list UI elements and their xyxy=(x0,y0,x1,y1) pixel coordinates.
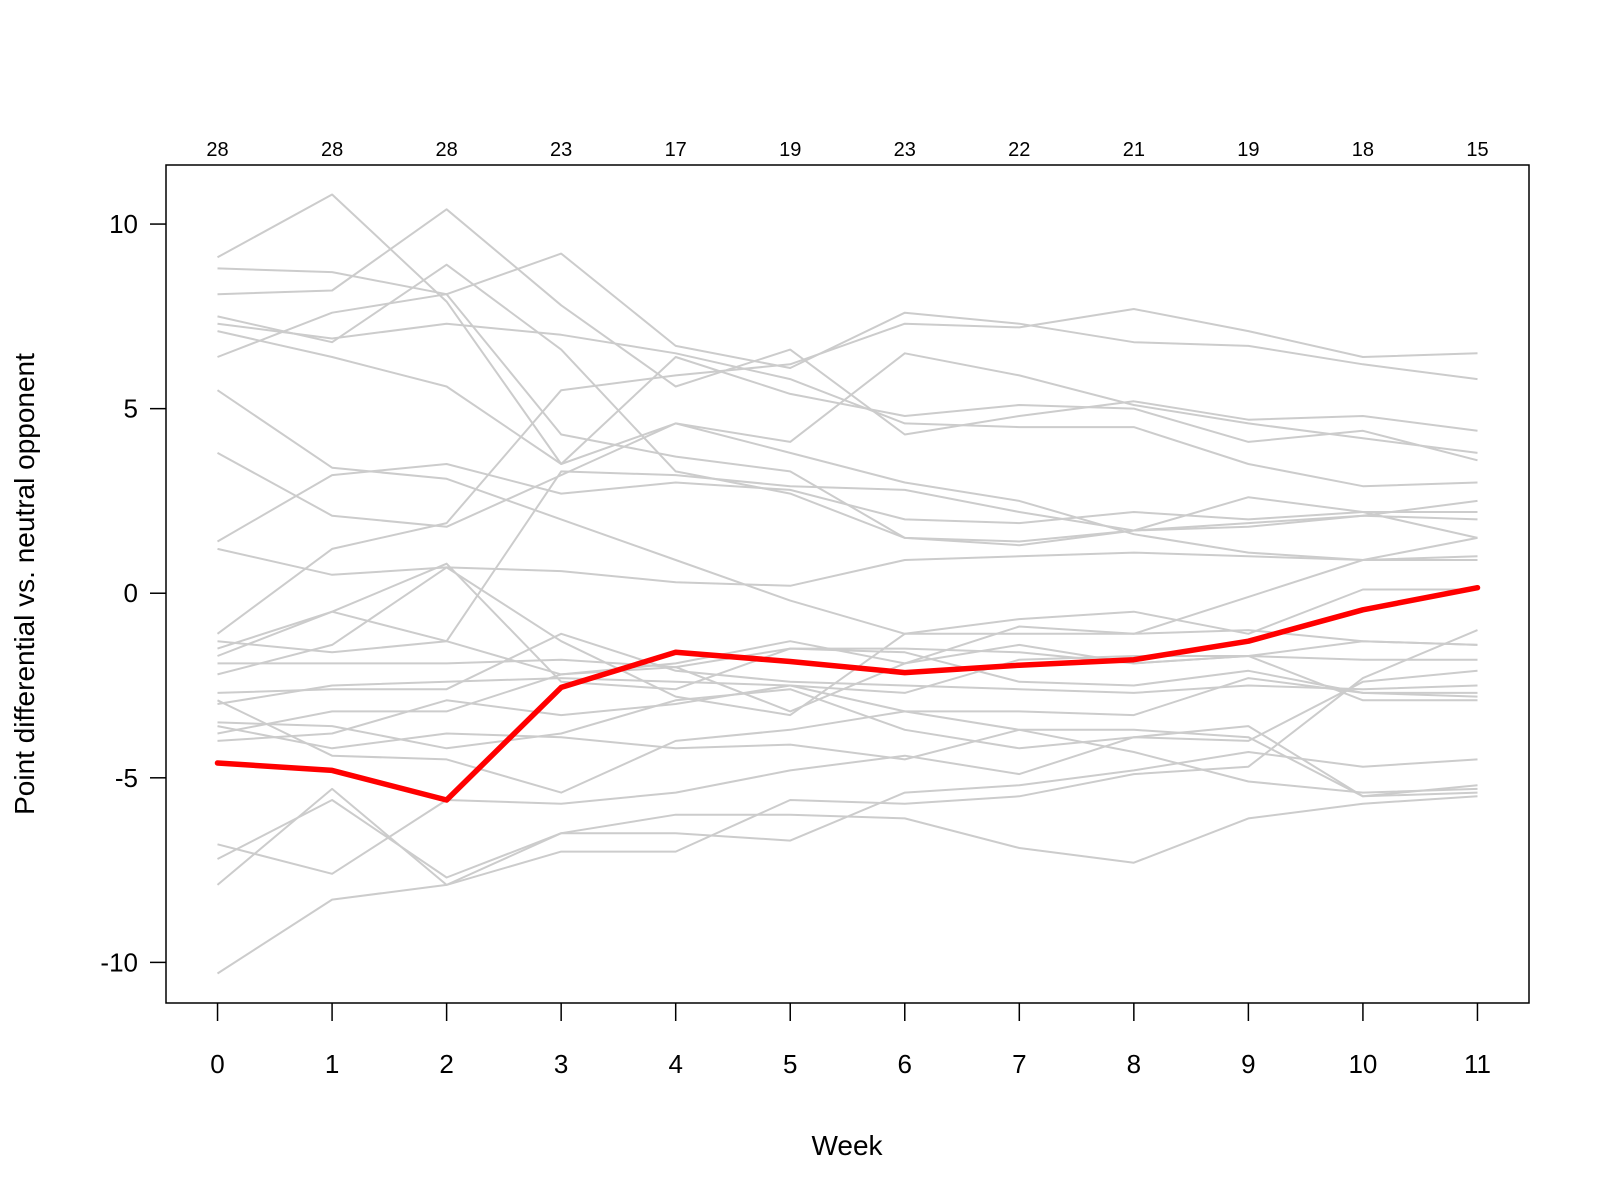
y-tick-label: 0 xyxy=(124,578,138,608)
series-line-team-6 xyxy=(217,330,1478,465)
x-tick-label: 1 xyxy=(325,1049,339,1079)
series-line-team-20 xyxy=(217,669,1478,750)
top-count-label: 19 xyxy=(779,139,801,161)
series-line-team-17 xyxy=(217,566,1478,717)
series-line-team-24 xyxy=(217,699,1478,794)
series-line-team-12 xyxy=(216,308,1478,635)
y-tick-label: -5 xyxy=(115,763,138,793)
series-line-team-28 xyxy=(216,629,1478,975)
x-axis: 0 1 2 3 4 5 6 7 8 9 10 11 xyxy=(210,1003,1491,1079)
series-line-team-27 xyxy=(216,751,1478,886)
series-line-team-14 xyxy=(217,562,1478,691)
plot-frame xyxy=(165,164,1530,1004)
series-line-team-19 xyxy=(217,655,1478,705)
y-tick-label: 5 xyxy=(124,394,138,424)
top-count-label: 28 xyxy=(435,139,457,161)
top-count-label: 22 xyxy=(1008,139,1030,161)
series-line-team-25 xyxy=(217,725,1478,875)
top-count-label: 28 xyxy=(206,139,228,161)
top-count-labels: 28 28 28 23 17 19 23 22 21 19 18 15 xyxy=(206,139,1488,161)
x-tick-label: 6 xyxy=(898,1049,912,1079)
x-tick-label: 8 xyxy=(1127,1049,1141,1079)
series-line-team-15 xyxy=(217,610,1478,713)
highlight-series xyxy=(214,584,1481,803)
top-count-label: 23 xyxy=(894,139,916,161)
x-tick-label: 4 xyxy=(668,1049,682,1079)
y-tick-label: 10 xyxy=(109,209,138,239)
top-count-label: 17 xyxy=(665,139,687,161)
top-count-label: 23 xyxy=(550,139,572,161)
series-line-team-11 xyxy=(217,547,1478,587)
series-line-team-9 xyxy=(217,422,1478,561)
y-axis: -10 -5 0 5 10 xyxy=(100,209,166,977)
series-line-team-2 xyxy=(217,252,1478,381)
x-tick-label: 7 xyxy=(1012,1049,1026,1079)
x-tick-label: 2 xyxy=(439,1049,453,1079)
y-tick-label: -10 xyxy=(100,947,138,977)
series-line-team-1 xyxy=(217,193,1478,465)
x-axis-title: Week xyxy=(811,1130,883,1161)
top-count-label: 15 xyxy=(1466,139,1488,161)
series-line-team-23 xyxy=(217,725,1478,798)
top-count-label: 18 xyxy=(1352,139,1374,161)
series-line-team-16 xyxy=(217,647,1478,694)
x-tick-label: 9 xyxy=(1241,1049,1255,1079)
top-count-label: 19 xyxy=(1237,139,1259,161)
highlight-series-line xyxy=(214,584,1481,803)
series-line-team-21 xyxy=(217,536,1478,735)
x-tick-label: 3 xyxy=(554,1049,568,1079)
x-tick-label: 10 xyxy=(1348,1049,1377,1079)
series-line-team-4 xyxy=(217,263,1478,547)
x-tick-label: 0 xyxy=(210,1049,224,1079)
series-line-team-5 xyxy=(217,322,1478,488)
series-line-team-10 xyxy=(216,463,1478,543)
top-count-label: 21 xyxy=(1123,139,1145,161)
x-tick-label: 11 xyxy=(1464,1049,1491,1079)
series-line-team-18 xyxy=(217,632,1478,694)
series-line-team-8 xyxy=(216,389,1478,646)
background-series-lines xyxy=(216,193,1478,975)
x-tick-label: 5 xyxy=(783,1049,797,1079)
series-line-team-3 xyxy=(217,208,1478,436)
series-line-team-13 xyxy=(217,470,1478,654)
y-axis-title: Point differential vs. neutral opponent xyxy=(9,353,40,815)
series-line-team-22 xyxy=(217,677,1478,742)
top-count-label: 28 xyxy=(321,139,343,161)
